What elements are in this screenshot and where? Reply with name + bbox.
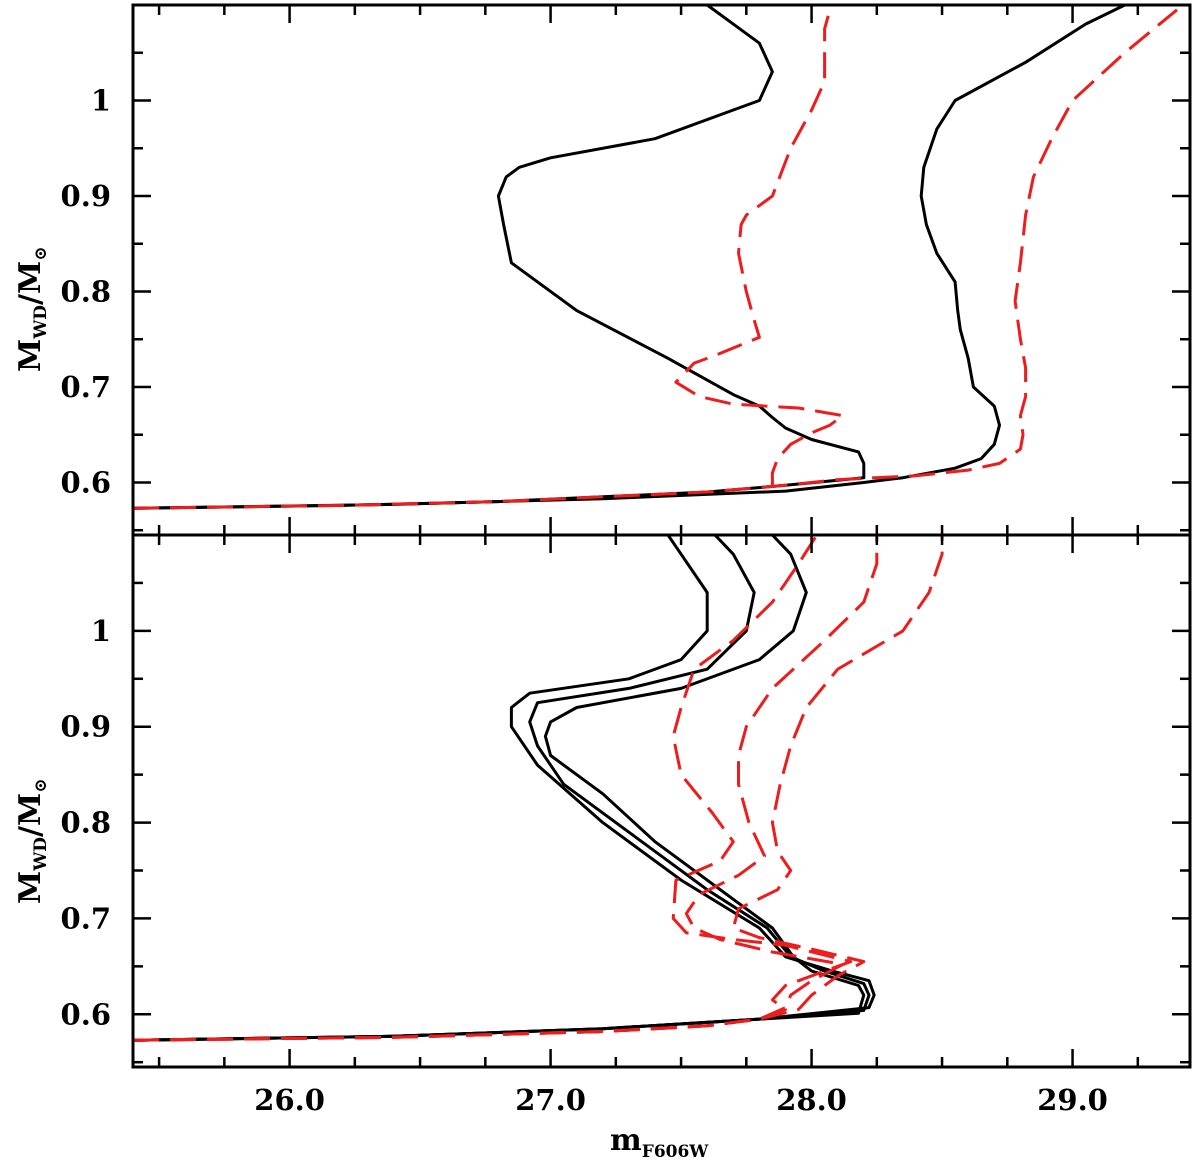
solid-curve-2: [133, 5, 1126, 510]
dashed-curve-6: [133, 535, 944, 1042]
y-tick-label: 0.9: [61, 710, 111, 744]
x-tick-label: 28.0: [776, 1083, 847, 1117]
curves: [133, 535, 944, 1042]
y-tick-label: 0.9: [61, 179, 111, 213]
x-axis-label: mF606W: [610, 1123, 709, 1162]
plot-frame: [131, 533, 1192, 1069]
bottom-y-axis-label: MWD/M⊙: [13, 779, 51, 904]
y-tick-label: 0.8: [61, 274, 111, 308]
bottom-panel: 0.6 0.7 0.8 0.9 1 26.0 27.0 28.0 29.0: [61, 533, 1192, 1117]
y-tick-label: 0.8: [61, 806, 111, 840]
dashed-curve-3: [133, 8, 1178, 510]
x-tick-label: 27.0: [515, 1083, 586, 1117]
top-panel: 0.6 0.7 0.8 0.9 1: [61, 3, 1192, 537]
dashed-curve-4: [133, 535, 853, 1042]
solid-curve-2: [133, 535, 871, 1042]
dashed-curve-5: [133, 535, 879, 1042]
y-tick-label: 0.7: [61, 901, 111, 935]
dashed-curve-4: [674, 9, 845, 488]
top-y-axis-label: MWD/M⊙: [13, 247, 51, 372]
solid-curve-1: [133, 5, 866, 510]
y-tick-label: 0.7: [61, 370, 111, 404]
y-tick-label: 0.6: [61, 997, 111, 1031]
y-tick-label: 1: [91, 614, 111, 648]
x-tick-label: 26.0: [254, 1083, 325, 1117]
plot-frame: [131, 3, 1192, 537]
solid-curve-3: [133, 535, 866, 1042]
y-tick-label: 1: [91, 83, 111, 117]
y-tick-label: 0.6: [61, 465, 111, 499]
curves: [133, 5, 1178, 510]
x-tick-label: 29.0: [1037, 1083, 1108, 1117]
